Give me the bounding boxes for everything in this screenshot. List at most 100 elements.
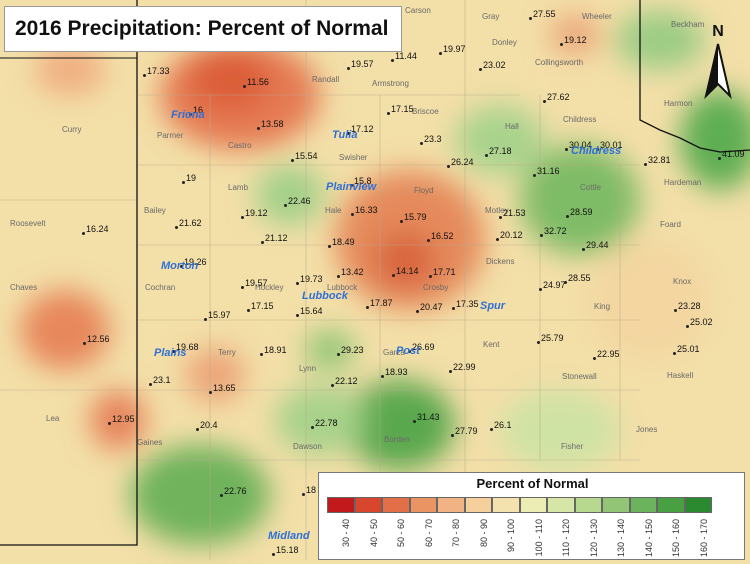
legend-ranges: 30 - 40 40 - 50 50 - 60 60 - 70 70 - 80 80 - … xyxy=(327,517,712,557)
county-label: Curry xyxy=(62,125,82,134)
county-label: Knox xyxy=(673,277,692,286)
legend-range-label: 140 - 150 xyxy=(643,519,654,558)
station-value: 19.12 xyxy=(245,208,268,218)
station-value: 22.76 xyxy=(224,486,247,496)
station-dot xyxy=(366,306,369,309)
city-label: Midland xyxy=(268,530,310,542)
station-value: 18.93 xyxy=(385,367,408,377)
station-dot xyxy=(196,428,199,431)
station-value: 26.69 xyxy=(412,342,435,352)
county-label: Borden xyxy=(384,435,410,444)
station-dot xyxy=(529,17,532,20)
station-dot xyxy=(451,434,454,437)
station-dot xyxy=(337,275,340,278)
legend-range: 110 - 120 xyxy=(547,517,575,557)
station-value: 15.18 xyxy=(276,545,299,555)
station-dot xyxy=(400,220,403,223)
county-label: Briscoe xyxy=(412,107,439,116)
station-dot xyxy=(644,163,647,166)
county-label: Carson xyxy=(405,6,431,15)
station-value: 25.79 xyxy=(541,333,564,343)
station-value: 19.57 xyxy=(351,59,374,69)
station-dot xyxy=(413,420,416,423)
station-dot xyxy=(449,370,452,373)
station-dot xyxy=(143,74,146,77)
station-value: 23.1 xyxy=(153,375,171,385)
station-dot xyxy=(499,216,502,219)
legend-range-label: 130 - 140 xyxy=(616,519,626,558)
station-dot xyxy=(452,307,455,310)
legend-swatch xyxy=(684,497,712,513)
station-dot xyxy=(149,383,152,386)
legend-range: 80 - 90 xyxy=(465,517,493,557)
legend-swatch xyxy=(327,497,355,513)
county-label: Parmer xyxy=(157,131,184,140)
county-label: Lubbock xyxy=(327,283,358,292)
station-value: 19 xyxy=(186,173,197,183)
city-label: Plainview xyxy=(326,181,377,193)
station-dot xyxy=(718,157,721,160)
county-label: Armstrong xyxy=(372,79,409,88)
station-dot xyxy=(296,282,299,285)
county-label: Lynn xyxy=(299,364,317,373)
station-value: 21.12 xyxy=(265,233,288,243)
legend-range: 90 - 100 xyxy=(492,517,520,557)
county-label: Cottle xyxy=(580,183,601,192)
station-value: 25.01 xyxy=(677,344,700,354)
station-dot xyxy=(391,59,394,62)
map-title-box: 2016 Precipitation: Percent of Normal xyxy=(4,6,402,52)
station-value: 22.99 xyxy=(453,362,476,372)
county-label: Jones xyxy=(636,425,658,434)
station-value: 20.4 xyxy=(200,420,218,430)
station-value: 22.46 xyxy=(288,196,311,206)
station-value: 17.35 xyxy=(456,299,479,309)
station-dot xyxy=(439,52,442,55)
legend-range: 130 - 140 xyxy=(602,517,630,557)
station-dot xyxy=(429,275,432,278)
county-label: Foard xyxy=(660,220,681,229)
legend-range-label: 70 - 80 xyxy=(451,519,461,548)
county-label: Hardeman xyxy=(664,178,702,187)
station-value: 25.02 xyxy=(690,317,713,327)
station-value: 15.8 xyxy=(354,176,372,186)
station-value: 15.79 xyxy=(404,212,427,222)
station-dot xyxy=(261,241,264,244)
station-dot xyxy=(420,142,423,145)
legend-range-label: 50 - 60 xyxy=(396,519,406,548)
legend-swatch xyxy=(354,497,382,513)
station-dot xyxy=(560,43,563,46)
county-label: Donley xyxy=(492,38,517,47)
station-value: 20.12 xyxy=(500,230,523,240)
station-value: 29.44 xyxy=(586,240,609,250)
station-dot xyxy=(350,184,353,187)
station-value: 16 xyxy=(193,105,204,115)
station-dot xyxy=(427,239,430,242)
station-dot xyxy=(302,493,305,496)
station-value: 17.12 xyxy=(351,124,374,134)
station-dot xyxy=(582,248,585,251)
station-value: 26.1 xyxy=(494,420,512,430)
station-dot xyxy=(566,215,569,218)
station-dot xyxy=(565,148,568,151)
station-value: 31.43 xyxy=(417,412,440,422)
station-value: 22.95 xyxy=(597,349,620,359)
legend-range-label: 30 - 40 xyxy=(341,519,351,548)
city-label: Friona xyxy=(171,109,205,121)
station-value: 26.24 xyxy=(451,157,474,167)
station-value: 22.78 xyxy=(315,418,338,428)
station-value: 19.73 xyxy=(300,274,323,284)
station-dot xyxy=(182,181,185,184)
station-value: 13.65 xyxy=(213,383,236,393)
legend-swatch xyxy=(657,497,685,513)
station-dot xyxy=(247,309,250,312)
station-dot xyxy=(533,174,536,177)
legend-swatch xyxy=(464,497,492,513)
station-dot xyxy=(347,132,350,135)
county-label: Kent xyxy=(483,340,500,349)
legend-range-label: 80 - 90 xyxy=(478,519,489,548)
legend-range-label: 110 - 120 xyxy=(561,519,571,557)
legend-swatch xyxy=(547,497,575,513)
station-value: 11.56 xyxy=(247,77,269,87)
station-value: 12.56 xyxy=(87,334,110,344)
